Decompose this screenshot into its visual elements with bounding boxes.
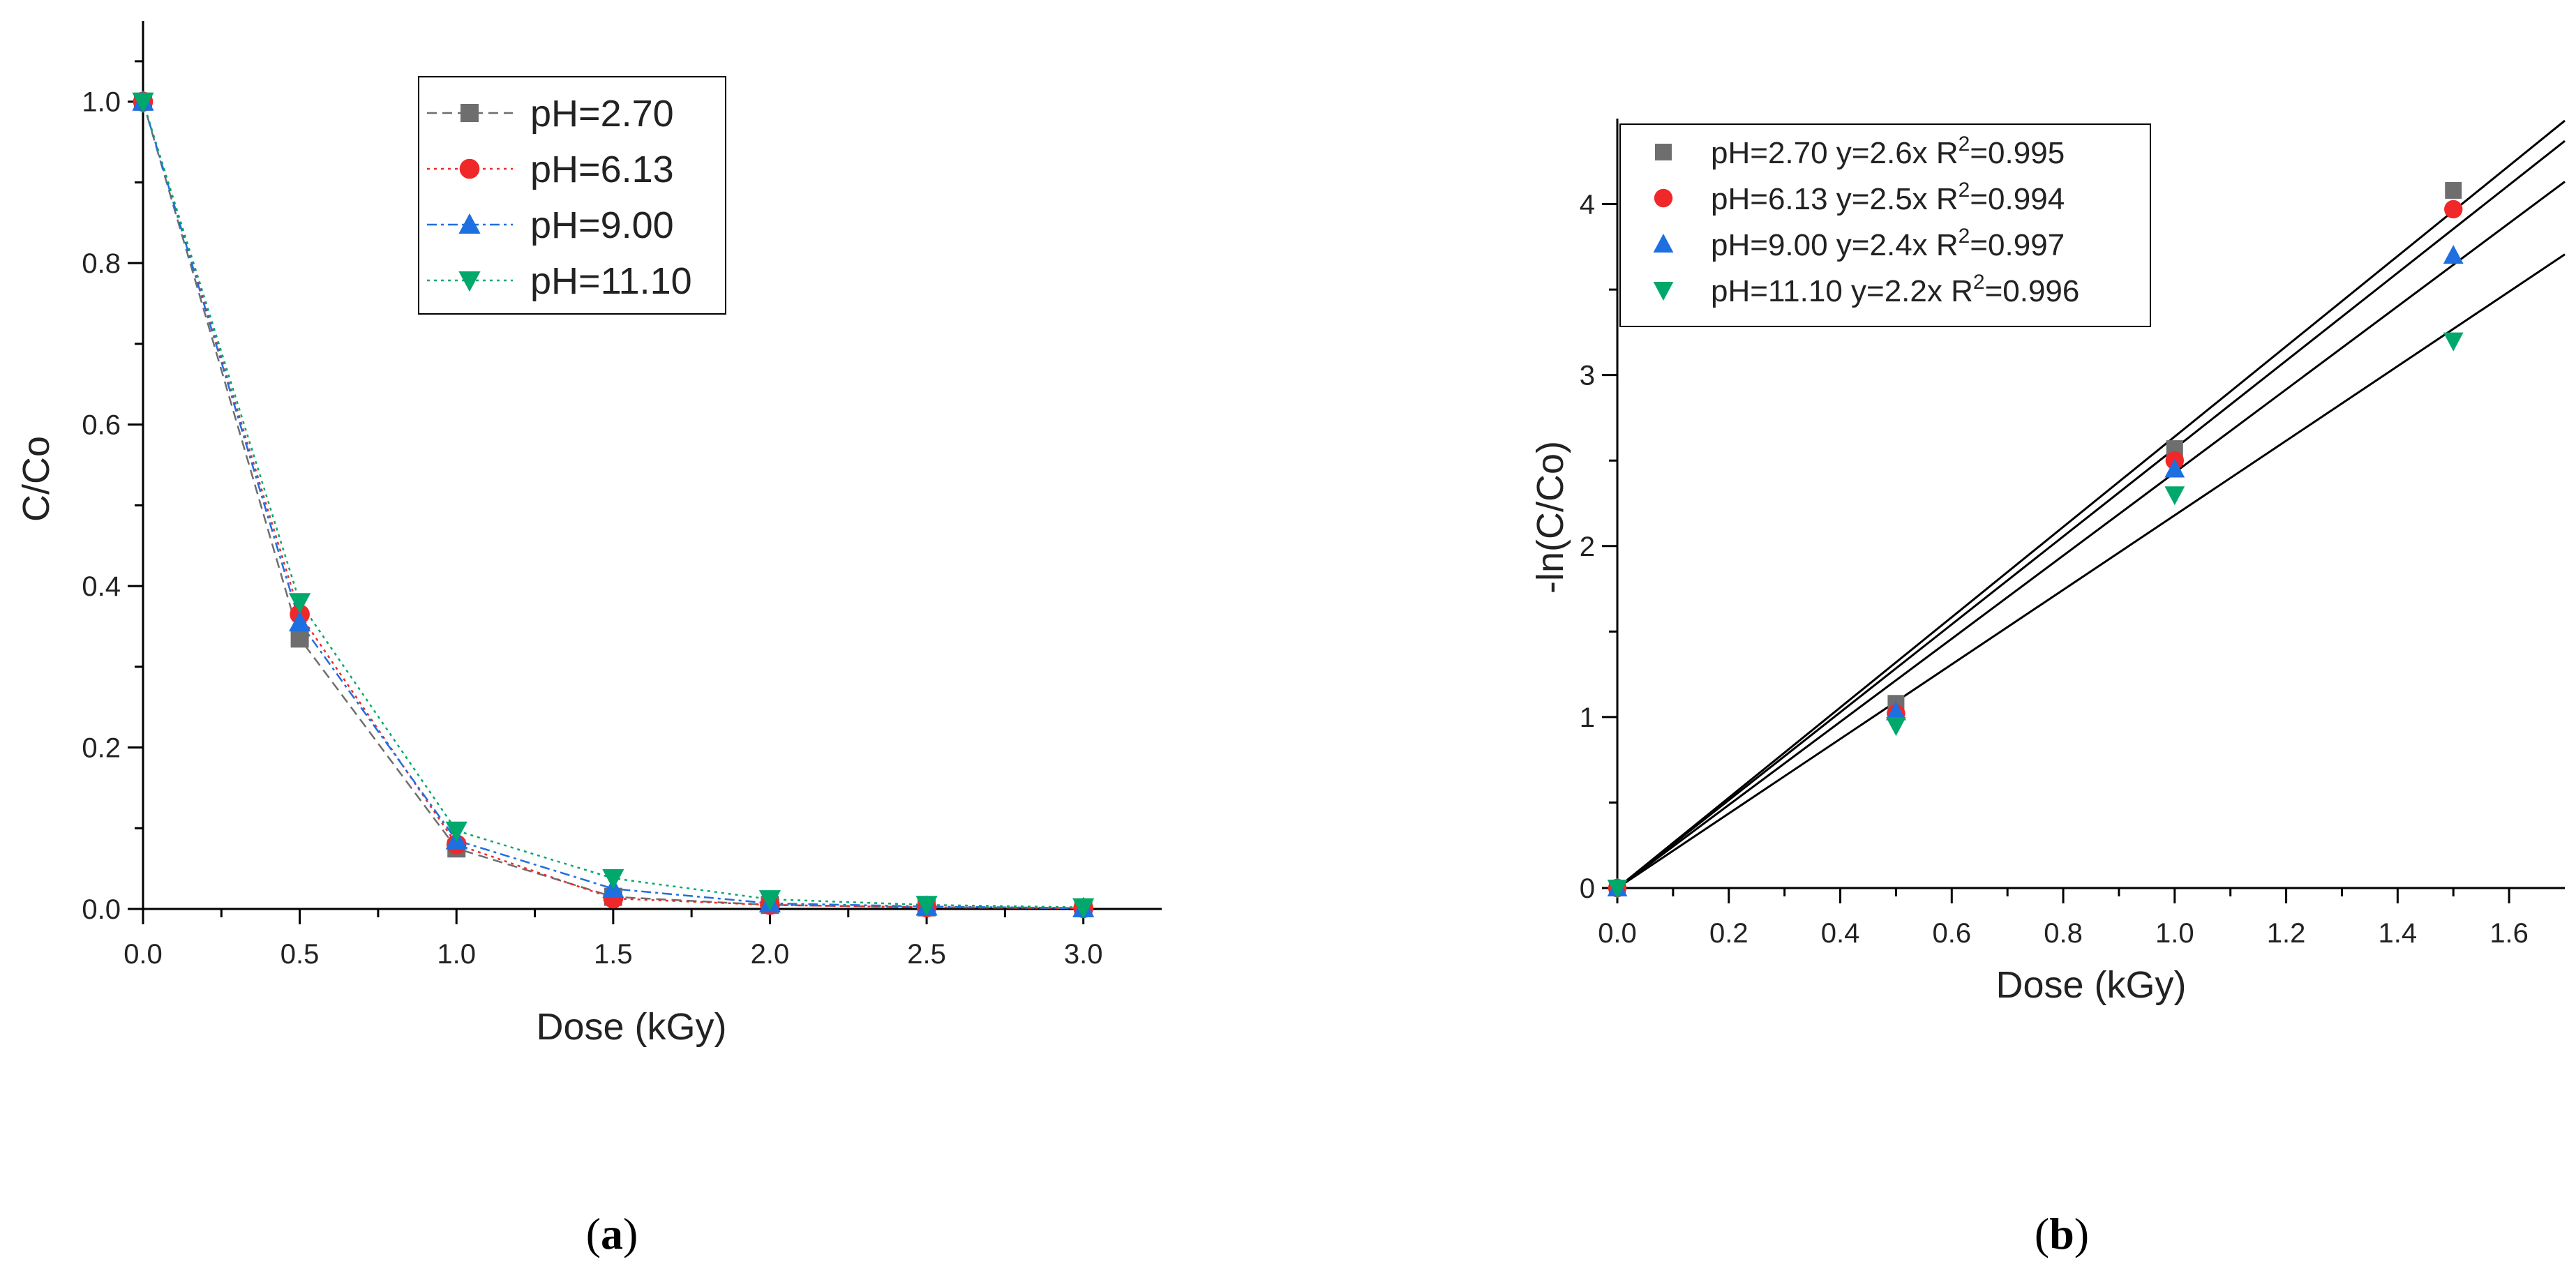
legend-label: pH=2.70	[530, 93, 674, 135]
data-point	[2164, 486, 2185, 506]
y-tick-label: 0.4	[82, 571, 121, 602]
legend-box	[1619, 123, 2151, 327]
legend-marker	[458, 213, 481, 234]
x-tick-label: 0.4	[1821, 918, 1860, 949]
legend-label-r2-value: =0.995	[1970, 136, 2065, 170]
x-tick-label: 0.5	[280, 939, 320, 970]
legend-label: pH=2.70 y=2.6x R2=0.995	[1711, 133, 2065, 170]
data-point	[2443, 332, 2464, 352]
fit-line	[1617, 253, 2566, 889]
x-axis-title: Dose (kGy)	[536, 1006, 726, 1048]
x-tick-label: 1.5	[594, 939, 633, 970]
legend-label: pH=9.00	[530, 204, 674, 246]
x-axis-title: Dose (kGy)	[1995, 964, 2186, 1006]
data-point	[290, 629, 309, 648]
y-tick-label: 4	[1580, 190, 1595, 220]
y-tick-label: 1	[1580, 702, 1595, 733]
panel-label-a: (a)	[586, 1209, 638, 1258]
legend-label-fit: pH=11.10 y=2.2x R	[1711, 274, 1973, 308]
y-tick-label: 1.0	[82, 87, 121, 118]
y-tick-label: 0.6	[82, 410, 121, 441]
legend-marker	[1654, 188, 1673, 208]
data-point	[602, 869, 624, 890]
legend-label: pH=11.10	[530, 260, 692, 302]
legend: pH=2.70 pH=6.13 pH=9.00 pH=11.10	[418, 76, 726, 315]
x-tick-label: 0.8	[2044, 918, 2083, 949]
x-tick-label: 1.2	[2267, 918, 2306, 949]
fit-line	[1617, 181, 2566, 889]
y-tick-label: 0.8	[82, 248, 121, 279]
fit-line	[1617, 140, 2566, 889]
y-axis-title: -ln(C/Co)	[1529, 441, 1571, 594]
x-tick-label: 0.0	[123, 939, 163, 970]
x-tick-label: 0.2	[1709, 918, 1748, 949]
panel-label-a-letter: a	[601, 1209, 623, 1258]
data-point	[2164, 458, 2185, 478]
legend-label: pH=6.13 y=2.5x R2=0.994	[1711, 179, 2065, 216]
legend-label-superscript: 2	[1959, 225, 1970, 248]
legend-label: pH=9.00 y=2.4x R2=0.997	[1711, 225, 2065, 262]
chart-panel-a: 0.0 0.5 1.0 1.5 2.0 2.5 3.0 0.0 0.2 0.4 0.6 0.8 1.0 D…	[15, 21, 1162, 1048]
legend-label-r2-value: =0.997	[1970, 228, 2065, 262]
legend-marker	[1653, 282, 1674, 301]
data-point	[915, 896, 938, 917]
legend-label-r2-value: =0.994	[1970, 182, 2065, 216]
data-point	[289, 593, 311, 614]
legend-marker	[1655, 144, 1672, 160]
x-tick-label: 1.6	[2489, 918, 2529, 949]
data-point	[758, 890, 781, 911]
data-point	[1072, 898, 1095, 919]
data-point	[1607, 880, 1628, 898]
legend-label-fit: pH=2.70 y=2.6x R	[1711, 136, 1959, 170]
legend-marker	[458, 271, 481, 292]
data-point	[2443, 245, 2464, 264]
legend-label-r2-value: =0.996	[1985, 274, 2080, 308]
panel-label-b: (b)	[2035, 1209, 2089, 1258]
data-point	[1886, 701, 1906, 721]
legend-label-superscript: 2	[1973, 271, 1985, 294]
y-tick-label: 0	[1580, 873, 1595, 904]
legend-label: pH=6.13	[530, 149, 674, 190]
y-tick-label: 0.0	[82, 894, 121, 925]
legend-marker	[459, 158, 480, 179]
chart-panel-b: 0.0 0.2 0.4 0.6 0.8 1.0 1.2 1.4 1.6 0 1 2 3 4 Dose (kG…	[1529, 119, 2566, 1006]
data-point	[445, 821, 467, 842]
panel-label-b-letter: b	[2049, 1209, 2074, 1258]
legend-label-fit: pH=6.13 y=2.5x R	[1711, 182, 1959, 216]
y-tick-label: 0.2	[82, 733, 121, 764]
x-tick-label: 2.0	[751, 939, 790, 970]
data-point	[2445, 181, 2462, 199]
data-point	[132, 92, 154, 113]
x-tick-label: 1.0	[437, 939, 476, 970]
y-tick-label: 2	[1580, 532, 1595, 562]
y-axis-title: C/Co	[15, 436, 57, 522]
x-tick-label: 0.0	[1598, 918, 1637, 949]
legend-label-superscript: 2	[1959, 133, 1970, 156]
data-point	[2444, 200, 2463, 219]
x-tick-label: 1.4	[2379, 918, 2418, 949]
legend-label: pH=11.10 y=2.2x R2=0.996	[1711, 271, 2079, 308]
x-tick-label: 1.0	[2155, 918, 2194, 949]
y-tick-label: 3	[1580, 361, 1595, 391]
fit-line	[1617, 119, 2566, 889]
x-tick-label: 0.6	[1932, 918, 1971, 949]
data-point	[289, 610, 311, 632]
x-tick-label: 3.0	[1064, 939, 1103, 970]
legend-label-fit: pH=9.00 y=2.4x R	[1711, 228, 1959, 262]
x-tick-label: 2.5	[907, 939, 946, 970]
legend-label-superscript: 2	[1959, 179, 1970, 202]
data-point	[1886, 717, 1906, 737]
legend-marker	[1653, 234, 1674, 253]
legend-marker	[460, 104, 479, 122]
